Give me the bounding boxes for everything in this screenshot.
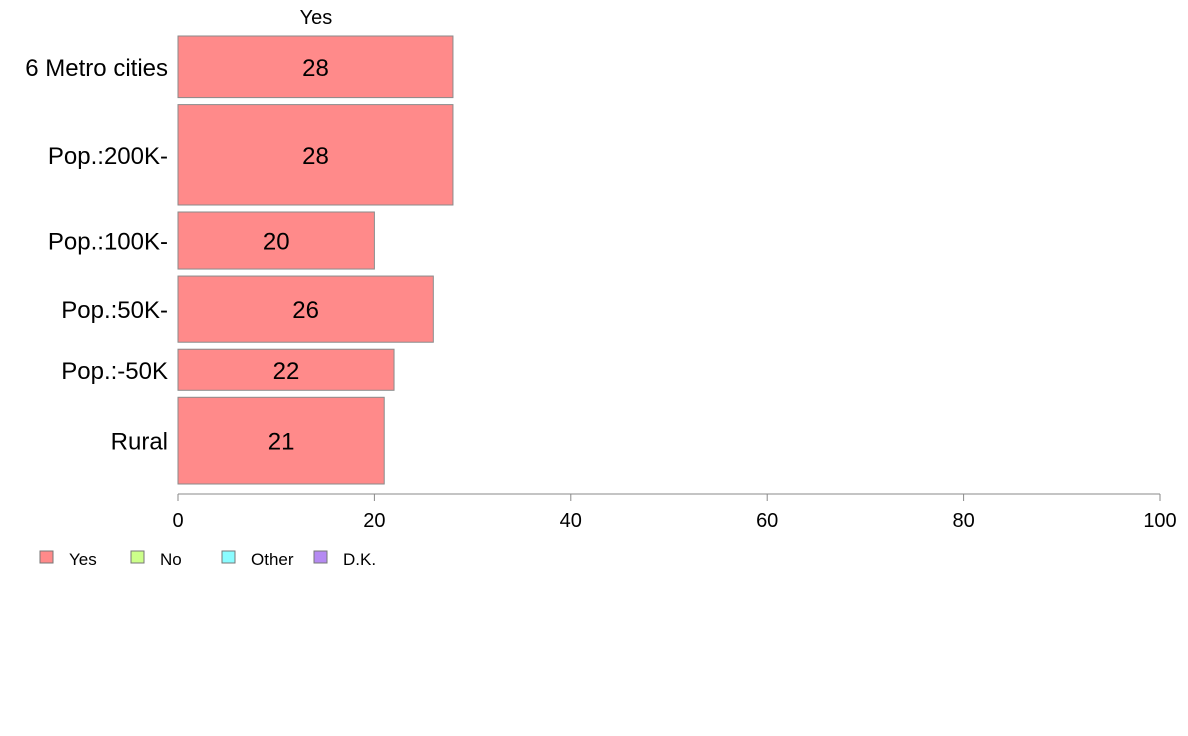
x-tick-label: 80	[952, 510, 974, 532]
bar-value-label: 26	[292, 297, 319, 324]
legend: Yes No Other D.K.	[39, 550, 376, 569]
bar-2	[177, 211, 375, 270]
legend-label: No	[160, 550, 182, 569]
category-label: Rural	[111, 429, 168, 456]
bar-value-label: 22	[273, 358, 300, 385]
bar-value-label: 28	[302, 143, 329, 170]
category-label: 6 Metro cities	[25, 55, 168, 82]
legend-label: Yes	[69, 550, 97, 569]
category-label: Pop.:50K-	[61, 297, 168, 324]
bar-3	[177, 275, 434, 343]
x-axis: 0 20 40 60 80 100	[172, 493, 1177, 532]
legend-swatch	[313, 550, 328, 564]
bar-5	[177, 396, 385, 485]
legend-swatch	[221, 550, 236, 564]
x-tick-label: 40	[560, 510, 582, 532]
bar-value-label: 21	[268, 429, 295, 456]
legend-swatch	[39, 550, 54, 564]
bar-4	[177, 348, 395, 391]
legend-label: Other	[251, 550, 294, 569]
bars-group: 28 6 Metro cities 28 Pop.:200K- 20 Pop.:100K-…	[25, 35, 454, 485]
column-title: Yes	[300, 7, 333, 29]
x-tick-label: 60	[756, 510, 778, 532]
category-label: Pop.:100K-	[48, 229, 168, 256]
bar-1	[177, 104, 454, 206]
bar-0	[177, 35, 454, 99]
bar-value-label: 28	[302, 55, 329, 82]
legend-swatch	[130, 550, 145, 564]
category-label: Pop.:200K-	[48, 143, 168, 170]
x-tick-label: 0	[172, 510, 183, 532]
x-tick-label: 20	[363, 510, 385, 532]
x-tick-label: 100	[1143, 510, 1176, 532]
legend-label: D.K.	[343, 550, 376, 569]
bar-value-label: 20	[263, 229, 290, 256]
category-label: Pop.:-50K	[61, 358, 168, 385]
